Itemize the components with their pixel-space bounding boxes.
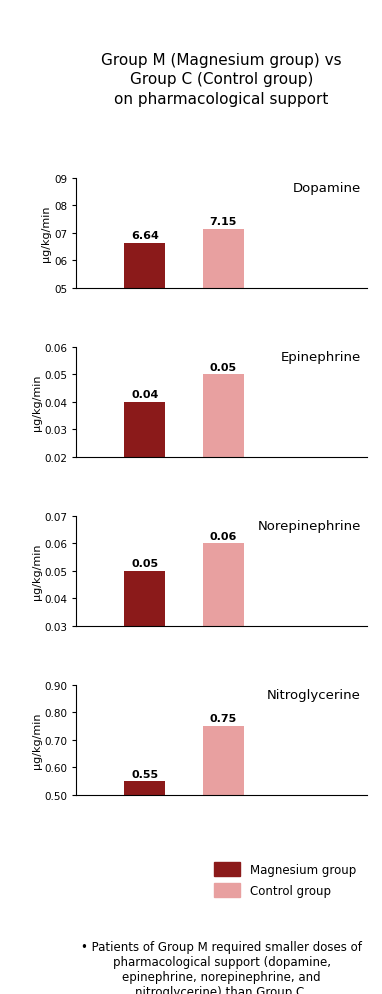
Text: Nitroglycerine: Nitroglycerine xyxy=(267,689,361,702)
Text: 0.05: 0.05 xyxy=(210,362,237,372)
Bar xyxy=(203,375,244,457)
Bar xyxy=(203,727,244,795)
Text: 6.64: 6.64 xyxy=(131,231,159,241)
Text: 0.55: 0.55 xyxy=(131,768,158,778)
Bar xyxy=(124,403,165,457)
Y-axis label: µg/kg/min: µg/kg/min xyxy=(32,375,42,430)
Text: 0.04: 0.04 xyxy=(131,390,159,400)
Text: Epinephrine: Epinephrine xyxy=(281,351,361,364)
Text: • Patients of Group M required smaller doses of
pharmacological support (dopamin: • Patients of Group M required smaller d… xyxy=(81,940,362,994)
Y-axis label: µg/kg/min: µg/kg/min xyxy=(32,543,42,599)
Text: 0.75: 0.75 xyxy=(210,714,237,724)
Text: Norepinephrine: Norepinephrine xyxy=(257,520,361,533)
Y-axis label: µg/kg/min: µg/kg/min xyxy=(32,712,42,768)
Bar xyxy=(124,781,165,795)
Bar xyxy=(203,544,244,626)
Text: Dopamine: Dopamine xyxy=(293,182,361,195)
Text: Group M (Magnesium group) vs
Group C (Control group)
on pharmacological support: Group M (Magnesium group) vs Group C (Co… xyxy=(101,53,342,107)
Text: 7.15: 7.15 xyxy=(210,217,237,227)
Bar xyxy=(124,244,165,288)
Bar xyxy=(203,230,244,288)
Legend: Magnesium group, Control group: Magnesium group, Control group xyxy=(210,858,361,902)
Bar xyxy=(124,572,165,626)
Text: 0.05: 0.05 xyxy=(131,559,158,569)
Y-axis label: µg/kg/min: µg/kg/min xyxy=(42,206,52,261)
Text: 0.06: 0.06 xyxy=(210,531,237,541)
